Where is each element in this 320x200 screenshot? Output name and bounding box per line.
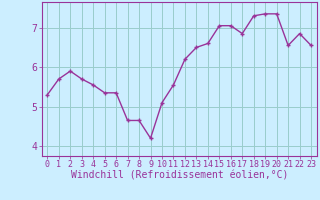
X-axis label: Windchill (Refroidissement éolien,°C): Windchill (Refroidissement éolien,°C) bbox=[70, 171, 288, 181]
